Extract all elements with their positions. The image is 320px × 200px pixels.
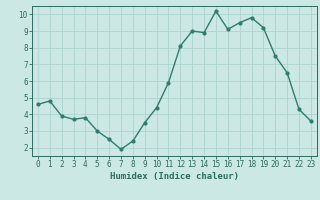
X-axis label: Humidex (Indice chaleur): Humidex (Indice chaleur)	[110, 172, 239, 181]
